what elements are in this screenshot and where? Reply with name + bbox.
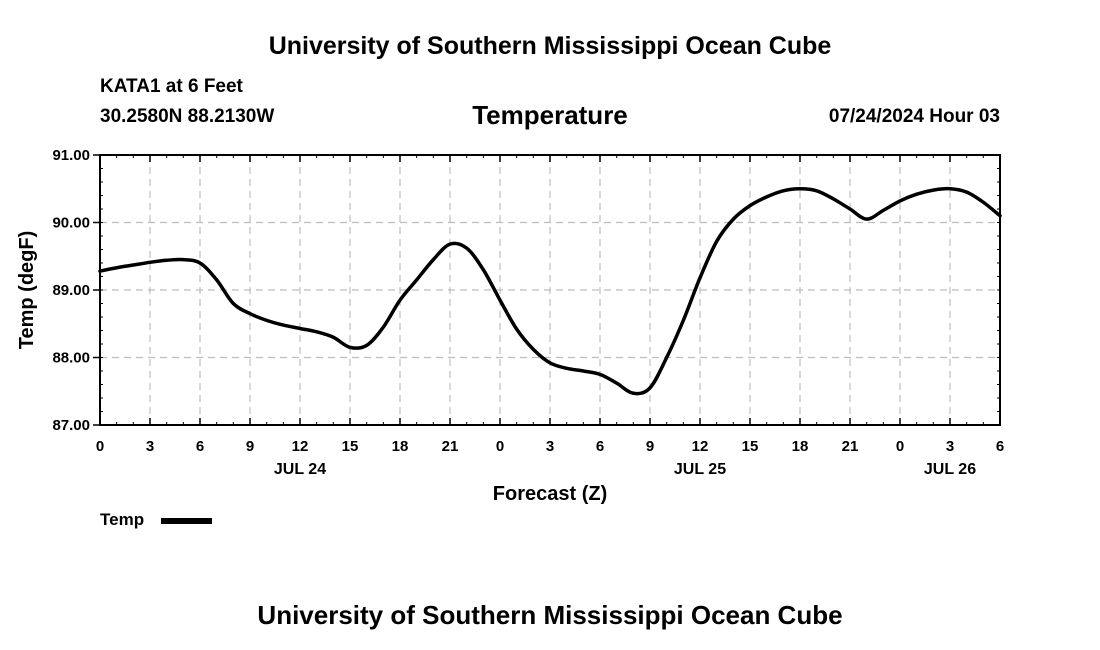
station-label: KATA1 at 6 Feet: [100, 76, 243, 97]
temp-data-point: [349, 346, 352, 349]
y-tick-label: 87.00: [52, 417, 90, 434]
temp-data-point: [482, 268, 485, 271]
y-tick-label: 90.00: [52, 215, 90, 232]
x-tick-label: 18: [792, 438, 809, 455]
temp-data-point: [499, 299, 502, 302]
x-tick-label: 18: [392, 438, 409, 455]
temp-data-point: [199, 262, 202, 265]
temp-data-point: [682, 319, 685, 322]
temp-data-point: [515, 328, 518, 331]
x-tick-label: 3: [146, 438, 154, 455]
temp-data-point: [265, 319, 268, 322]
temp-series-line: [98, 186, 1002, 396]
x-tick-label: 12: [692, 438, 709, 455]
temp-data-point: [849, 208, 852, 211]
x-tick-label: 9: [646, 438, 654, 455]
date-label: JUL 26: [924, 461, 976, 478]
temp-data-point: [182, 258, 185, 261]
temp-data-point: [165, 259, 168, 262]
temp-data-point: [932, 189, 935, 192]
temp-data-point: [732, 218, 735, 221]
temp-data-point: [949, 187, 952, 190]
temp-data-point: [899, 199, 902, 202]
x-tick-label: 21: [842, 438, 859, 455]
temp-data-point: [615, 382, 618, 385]
y-tick-label: 91.00: [52, 147, 90, 164]
x-tick-label: 0: [896, 438, 904, 455]
temp-data-point: [215, 278, 218, 281]
y-axis-label: Temp (degF): [16, 231, 38, 350]
temp-data-point: [415, 278, 418, 281]
temp-data-point: [665, 356, 668, 359]
x-tick-label: 21: [442, 438, 459, 455]
temp-data-point: [782, 189, 785, 192]
temp-data-point: [149, 261, 152, 264]
x-tick-label: 15: [742, 438, 759, 455]
temp-data-point: [915, 193, 918, 196]
axis-ticks: [93, 154, 1001, 426]
temp-data-point: [582, 370, 585, 373]
legend-label: Temp: [100, 510, 144, 529]
x-tick-label: 6: [196, 438, 204, 455]
temp-data-point: [649, 386, 652, 389]
axis-tick-labels: 0 3 6 9 12 15 18 21 0 3 6 9 12 15 18 21 0 3 6 87.00 88.00 89.…: [52, 147, 1004, 478]
date-label: JUL 25: [674, 461, 726, 478]
x-tick-label: 0: [496, 438, 504, 455]
temp-data-point: [132, 264, 135, 267]
temp-data-point: [399, 299, 402, 302]
x-tick-label: 12: [292, 438, 309, 455]
temp-data-point: [815, 189, 818, 192]
temp-data-point: [115, 266, 118, 269]
temp-data-point: [632, 392, 635, 395]
temp-data-point: [749, 204, 752, 207]
temp-data-point: [299, 327, 302, 330]
temp-data-point: [249, 312, 252, 315]
temp-data-point: [382, 326, 385, 329]
temp-data-point: [599, 373, 602, 376]
temperature-chart: 0 3 6 9 12 15 18 21 0 3 6 9 12 15 18 21 0 3 6 87.00 88.00 89.…: [16, 147, 1004, 529]
temp-data-point: [565, 367, 568, 370]
temp-data-point: [715, 240, 718, 243]
grid-lines: [100, 155, 1000, 425]
y-tick-label: 88.00: [52, 350, 90, 367]
temp-data-point: [882, 209, 885, 212]
temp-data-point: [832, 197, 835, 200]
temp-data-point: [549, 361, 552, 364]
x-tick-label: 3: [546, 438, 554, 455]
x-tick-label: 0: [96, 438, 104, 455]
temp-data-point: [332, 336, 335, 339]
temp-data-point: [315, 330, 318, 333]
temp-data-point: [449, 243, 452, 246]
footer-title: University of Southern Mississippi Ocean…: [257, 600, 843, 630]
temp-data-point: [965, 191, 968, 194]
x-tick-label: 6: [996, 438, 1004, 455]
x-tick-label: 15: [342, 438, 359, 455]
temp-data-point: [865, 218, 868, 221]
station-coordinates: 30.2580N 88.2130W: [100, 106, 275, 127]
temp-data-point: [465, 247, 468, 250]
temp-data-point: [99, 270, 102, 273]
temp-data-point: [282, 324, 285, 327]
chart-main-title: University of Southern Mississippi Ocean…: [268, 32, 832, 60]
y-tick-label: 89.00: [52, 282, 90, 299]
temp-data-point: [999, 214, 1002, 217]
temp-data-point: [765, 195, 768, 198]
temp-data-point: [699, 276, 702, 279]
forecast-date: 07/24/2024 Hour 03: [828, 106, 1000, 127]
temp-data-point: [799, 187, 802, 190]
temp-data-point: [365, 344, 368, 347]
temp-data-point: [532, 348, 535, 351]
temp-data-point: [982, 201, 985, 204]
variable-title: Temperature: [472, 100, 628, 130]
date-label: JUL 24: [274, 461, 326, 478]
x-tick-label: 3: [946, 438, 954, 455]
x-tick-label: 9: [246, 438, 254, 455]
temp-data-point: [432, 258, 435, 261]
x-axis-label: Forecast (Z): [493, 483, 607, 505]
x-tick-label: 6: [596, 438, 604, 455]
temp-data-point: [232, 302, 235, 305]
